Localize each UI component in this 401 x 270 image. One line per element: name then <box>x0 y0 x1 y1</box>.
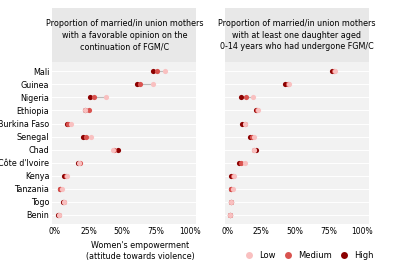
Point <box>76 161 82 165</box>
Point <box>237 95 244 100</box>
Point <box>282 82 288 86</box>
Point <box>241 121 248 126</box>
Point <box>228 200 235 204</box>
Point <box>54 213 61 217</box>
Point <box>64 121 70 126</box>
Point <box>250 95 256 100</box>
Point <box>247 134 253 139</box>
Point <box>228 174 235 178</box>
Point <box>61 200 67 204</box>
Point <box>227 213 233 217</box>
Point <box>252 108 259 113</box>
Point <box>91 95 97 100</box>
Point <box>331 69 337 73</box>
Point <box>162 69 169 73</box>
Point <box>228 187 235 191</box>
Point <box>57 187 63 191</box>
Point <box>77 161 84 165</box>
Point <box>56 213 62 217</box>
Point <box>243 95 249 100</box>
Point <box>332 69 338 73</box>
Point <box>228 200 235 204</box>
Point <box>241 121 248 126</box>
Point <box>61 174 67 178</box>
Point <box>231 174 237 178</box>
Point <box>239 121 245 126</box>
Point <box>227 213 233 217</box>
Text: Women's empowerment
(attitude towards violence): Women's empowerment (attitude towards vi… <box>86 241 195 262</box>
Point <box>81 108 88 113</box>
Point <box>251 134 257 139</box>
Point <box>248 134 255 139</box>
Point <box>68 121 74 126</box>
Point <box>255 108 261 113</box>
Point <box>241 161 248 165</box>
Point <box>228 200 235 204</box>
Point <box>59 187 65 191</box>
Text: Proportion of married/in union mothers
with a favorable opinion on the
continuat: Proportion of married/in union mothers w… <box>46 19 203 51</box>
Point <box>88 134 95 139</box>
Point <box>137 82 143 86</box>
Point <box>109 147 116 152</box>
Point <box>80 134 86 139</box>
Point <box>83 134 89 139</box>
Point <box>228 187 235 191</box>
Point <box>285 82 291 86</box>
Point <box>237 161 244 165</box>
Point <box>103 95 109 100</box>
Point <box>150 69 156 73</box>
Point <box>251 147 257 152</box>
Point <box>64 174 70 178</box>
Text: Proportion of married/in union mothers
with at least one daughter aged
0-14 year: Proportion of married/in union mothers w… <box>218 19 375 51</box>
Point <box>56 213 62 217</box>
Point <box>286 82 292 86</box>
Point <box>154 69 160 73</box>
Point <box>227 213 233 217</box>
Point <box>65 121 71 126</box>
Point <box>329 69 336 73</box>
Point <box>229 174 236 178</box>
Legend: Low, Medium, High: Low, Medium, High <box>237 248 377 263</box>
Point <box>81 108 88 113</box>
Point <box>60 200 66 204</box>
Point <box>63 174 69 178</box>
Point <box>252 147 259 152</box>
Point <box>150 82 156 86</box>
Point <box>87 95 93 100</box>
Point <box>251 147 257 152</box>
Point <box>229 187 236 191</box>
Point <box>134 82 140 86</box>
Point <box>111 147 117 152</box>
Point <box>61 200 67 204</box>
Point <box>236 161 243 165</box>
Point <box>85 108 92 113</box>
Point <box>75 161 81 165</box>
Point <box>57 187 63 191</box>
Point <box>254 108 260 113</box>
Point <box>115 147 122 152</box>
